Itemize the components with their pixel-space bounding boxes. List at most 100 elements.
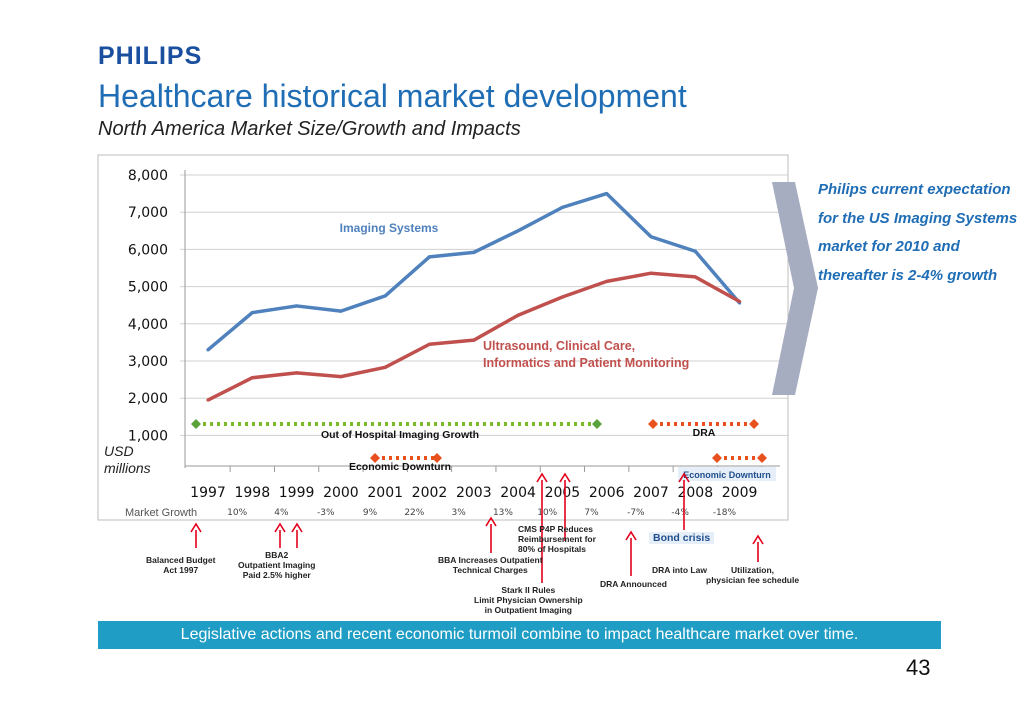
market-growth-value: 4% — [274, 508, 289, 518]
market-growth-value: 22% — [404, 508, 424, 518]
x-tick-labels: 1997 1998 1999 2000 2001 2002 2003 2004 2005 2006… — [190, 466, 763, 501]
data-point — [295, 304, 299, 308]
market-growth-value: 13% — [493, 508, 513, 518]
x-tick-label: 2000 — [323, 485, 359, 501]
x-tick-label: 2007 — [633, 485, 669, 501]
x-tick-label: 2009 — [722, 485, 758, 501]
x-tick-label: 2006 — [589, 485, 625, 501]
gridlines — [180, 170, 788, 468]
data-point — [472, 250, 476, 254]
y-axis-label: USD — [104, 443, 134, 459]
impact-arrow-head — [625, 530, 637, 541]
x-tick-label: 1999 — [279, 485, 315, 501]
annotation-dra-into-law: DRA into Law — [652, 565, 707, 575]
annotation-bba2: BBA2 Outpatient Imaging Paid 2.5% higher — [238, 550, 316, 580]
market-growth-value: 10% — [537, 508, 557, 518]
series-labels: Imaging Systems Ultrasound, Clinical Care… — [340, 221, 690, 370]
period-label: Economic Downturn — [349, 461, 451, 473]
annotation-bond-crisis: Bond crisis — [649, 532, 715, 544]
market-growth-value: -3% — [317, 508, 335, 518]
annotation-bba-increases: BBA Increases Outpatient Technical Charge… — [438, 555, 543, 575]
impact-arrow-head — [752, 534, 764, 545]
period-markers: Out of Hospital Imaging Growth DRA Economi… — [191, 419, 776, 481]
data-point — [206, 348, 210, 352]
period-diamond-marker — [757, 453, 767, 463]
data-point — [738, 299, 742, 304]
market-growth-value: 7% — [584, 508, 599, 518]
x-tick-label: 1998 — [234, 485, 270, 501]
data-point — [472, 338, 476, 342]
x-tick-label: 2001 — [367, 485, 403, 501]
period-diamond-marker — [648, 419, 658, 429]
annotation-cms-pfp: CMS P4P Reduces Reimbursement for 80% of H… — [518, 524, 596, 554]
series-label-ultrasound: Ultrasound, Clinical Care, — [483, 339, 635, 353]
period-diamond-marker — [432, 453, 442, 463]
data-point — [693, 249, 697, 253]
data-point — [560, 205, 565, 209]
y-tick-label: 5,000 — [128, 280, 168, 296]
period-label: Out of Hospital Imaging Growth — [321, 429, 479, 441]
philips-logo: PHILIPS — [98, 42, 203, 70]
forecast-note: Philips current expectation for the US I… — [818, 181, 1018, 284]
data-point — [250, 311, 254, 315]
period-label: DRA — [693, 427, 716, 439]
x-tick-label: 2008 — [677, 485, 713, 501]
period-label: Economic Downturn — [683, 470, 771, 480]
data-point — [339, 375, 343, 379]
forecast-chevron-icon — [772, 182, 818, 395]
period-diamond-marker — [370, 453, 380, 463]
impact-arrow-head — [678, 472, 690, 483]
impact-arrow-head — [559, 472, 571, 483]
series-label-imaging: Imaging Systems — [340, 221, 439, 235]
period-diamond-marker — [749, 419, 759, 429]
market-growth-row: Market Growth 10% 4% -3% 9% 22% 3% 13% 10% 7% -7% -… — [125, 507, 737, 519]
data-point — [605, 192, 609, 196]
impact-arrow-head — [536, 472, 548, 483]
series-label-ultrasound: Informatics and Patient Monitoring — [483, 356, 689, 370]
annotation-dra-announced: DRA Announced — [600, 579, 667, 589]
annotation-balanced-budget: Balanced Budget Act 1997 — [146, 555, 216, 575]
market-growth-label: Market Growth — [125, 507, 197, 519]
y-tick-label: 3,000 — [128, 354, 168, 370]
data-point — [427, 255, 432, 259]
data-point — [250, 376, 254, 380]
data-point — [605, 279, 609, 283]
footer-banner: Legislative actions and recent economic … — [98, 621, 941, 649]
period-label-bg — [678, 467, 776, 481]
data-point — [516, 313, 520, 317]
market-growth-value: 3% — [452, 508, 467, 518]
y-axis-label: millions — [104, 460, 151, 476]
y-tick-labels: 8,000 7,000 6,000 5,000 4,000 3,000 2,000 1,000… — [104, 168, 168, 476]
market-growth-value: 9% — [363, 508, 378, 518]
y-tick-label: 2,000 — [128, 391, 168, 407]
data-point — [560, 295, 565, 299]
data-point — [427, 342, 432, 346]
annotation-utilization: Utilization, physician fee schedule — [706, 565, 800, 585]
y-tick-label: 6,000 — [128, 242, 168, 258]
data-point — [383, 365, 387, 369]
x-tick-label: 2004 — [500, 485, 536, 501]
period-diamond-marker — [592, 419, 602, 429]
series-lines — [206, 191, 742, 402]
annotation-stark-ii: Stark II Rules Limit Physician Ownership i… — [474, 585, 583, 615]
impact-arrow-head — [274, 522, 286, 533]
data-point — [339, 309, 343, 313]
data-point — [516, 229, 520, 233]
y-tick-label: 7,000 — [128, 205, 168, 221]
period-diamond-marker — [712, 453, 722, 463]
impact-arrow-head — [190, 522, 202, 533]
y-tick-label: 1,000 — [128, 428, 168, 444]
x-tick-label: 2003 — [456, 485, 492, 501]
page-title: Healthcare historical market development — [98, 78, 687, 114]
page-subtitle: North America Market Size/Growth and Imp… — [98, 118, 521, 140]
data-point — [649, 271, 653, 275]
data-point — [649, 235, 653, 239]
impact-arrows — [190, 472, 764, 583]
data-point — [295, 371, 299, 375]
impact-arrow-head — [291, 522, 303, 533]
market-growth-value: -7% — [627, 508, 645, 518]
x-tick-label: 2005 — [545, 485, 581, 501]
impact-arrow-head — [485, 516, 497, 527]
period-diamond-marker — [191, 419, 201, 429]
